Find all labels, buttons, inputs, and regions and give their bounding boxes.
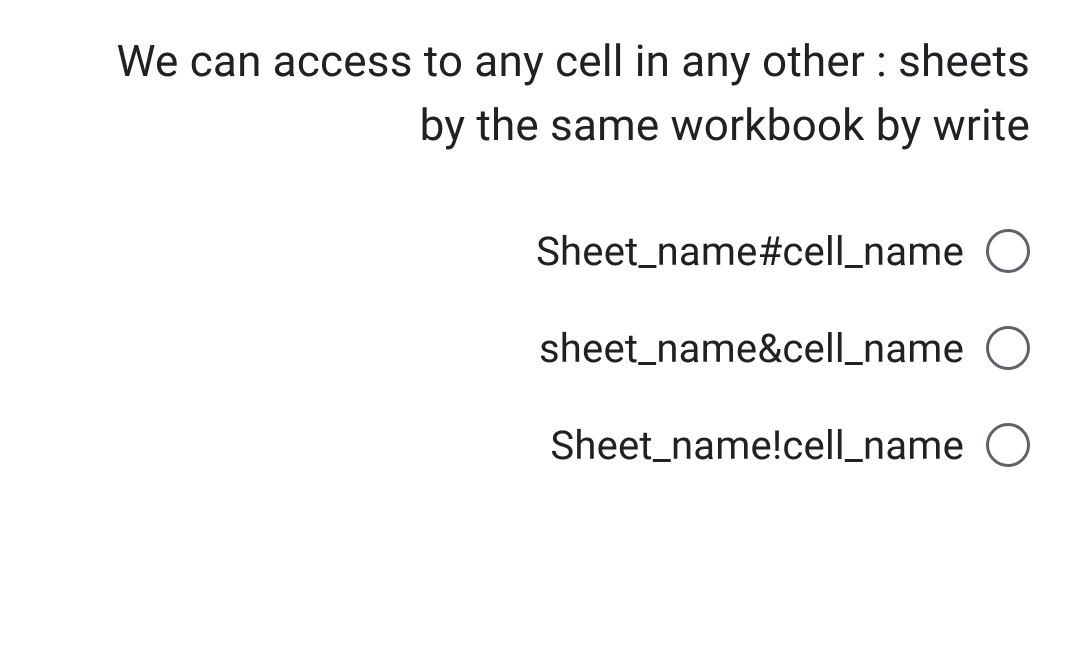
- question-text: We can access to any cell in any other :…: [80, 30, 1030, 158]
- option-label-3: Sheet_name!cell_name: [550, 422, 964, 469]
- option-label-1: Sheet_name#cell_name: [536, 228, 964, 275]
- radio-button-1[interactable]: [986, 229, 1030, 273]
- radio-button-2[interactable]: [986, 326, 1030, 370]
- options-container: Sheet_name#cell_name sheet_name&cell_nam…: [80, 228, 1030, 469]
- option-row[interactable]: Sheet_name!cell_name: [550, 422, 1030, 469]
- option-label-2: sheet_name&cell_name: [539, 325, 964, 372]
- radio-button-3[interactable]: [986, 423, 1030, 467]
- option-row[interactable]: Sheet_name#cell_name: [536, 228, 1030, 275]
- option-row[interactable]: sheet_name&cell_name: [539, 325, 1030, 372]
